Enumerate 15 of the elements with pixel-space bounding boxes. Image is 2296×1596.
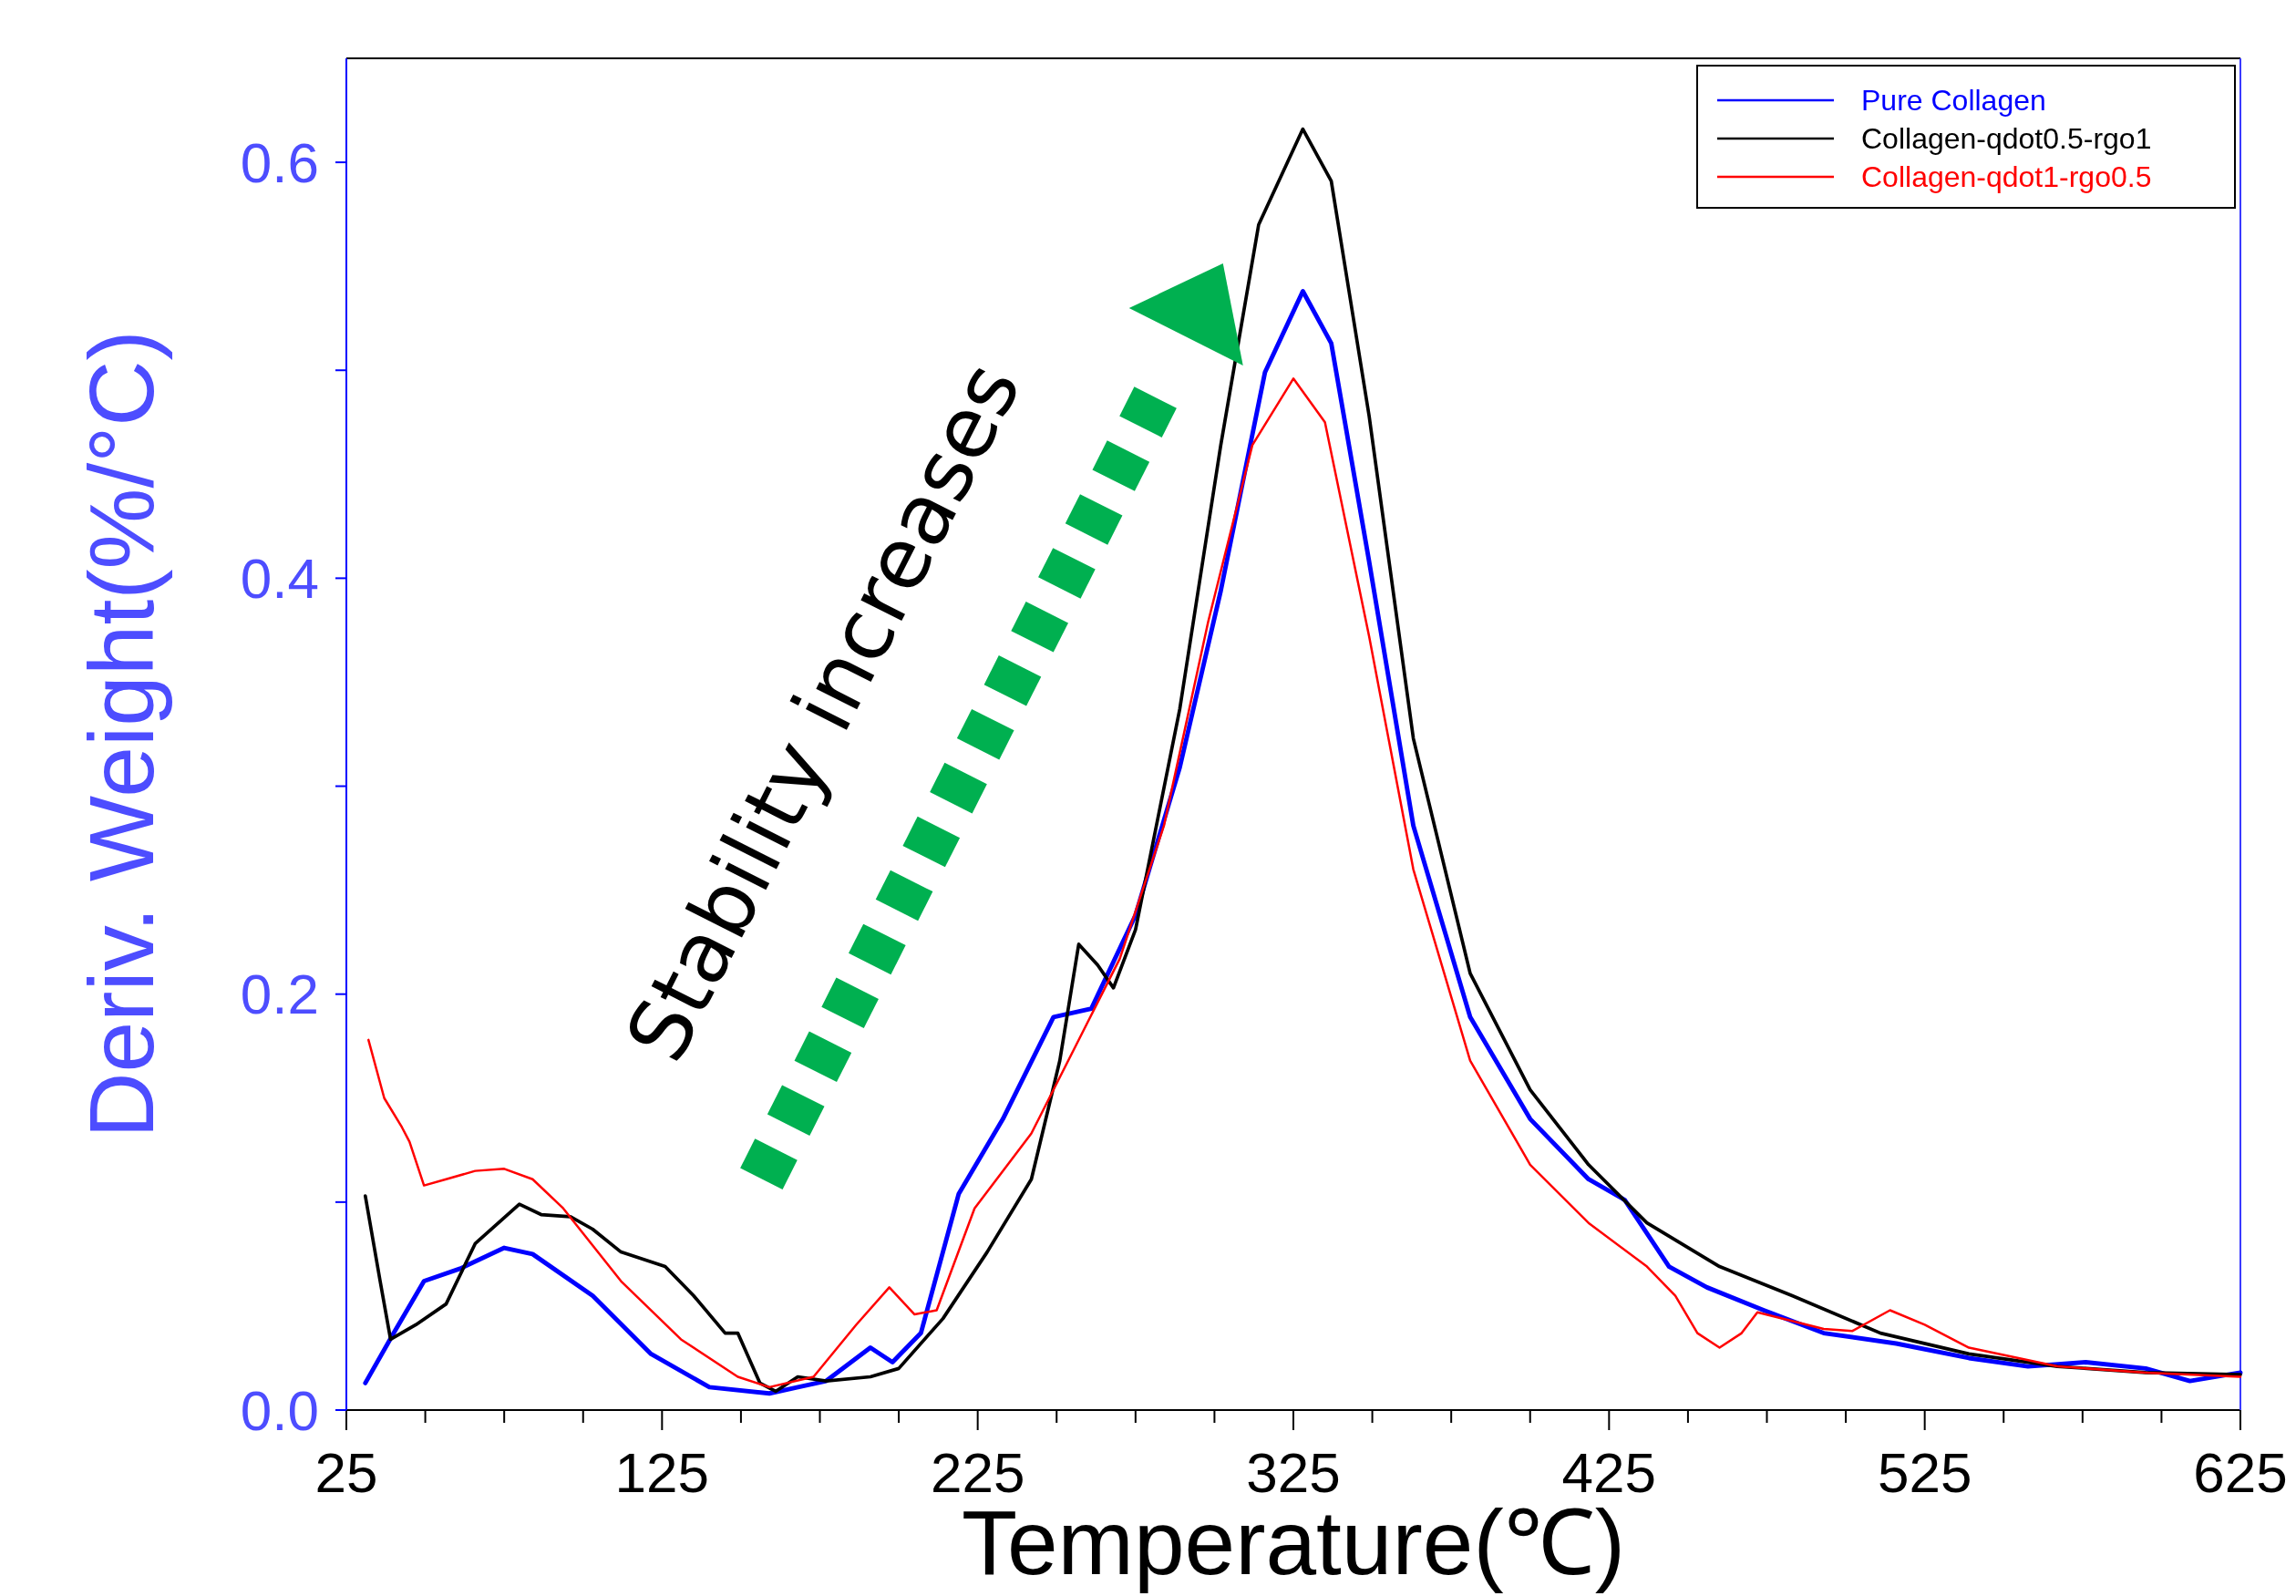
x-tick-label: 325 xyxy=(1246,1441,1341,1504)
legend-label: Pure Collagen xyxy=(1861,84,2046,118)
y-tick-label: 0.0 xyxy=(240,1378,319,1442)
y-tick-label: 0.2 xyxy=(240,963,319,1026)
x-tick-label: 425 xyxy=(1561,1441,1657,1504)
x-tick-label: 525 xyxy=(1877,1441,1972,1504)
legend-label: Collagen-qdot1-rgo0.5 xyxy=(1861,160,2152,194)
y-tick-label: 0.6 xyxy=(240,130,319,194)
legend-label: Collagen-qdot0.5-rgo1 xyxy=(1861,122,2152,156)
x-tick-label: 125 xyxy=(614,1441,710,1504)
x-tick-label: 25 xyxy=(314,1441,378,1504)
y-tick-label: 0.4 xyxy=(240,547,319,611)
y-axis-title: Deriv. Weight(%/°C) xyxy=(70,330,172,1138)
x-tick-label: 225 xyxy=(930,1441,1025,1504)
x-tick-label: 625 xyxy=(2193,1441,2288,1504)
